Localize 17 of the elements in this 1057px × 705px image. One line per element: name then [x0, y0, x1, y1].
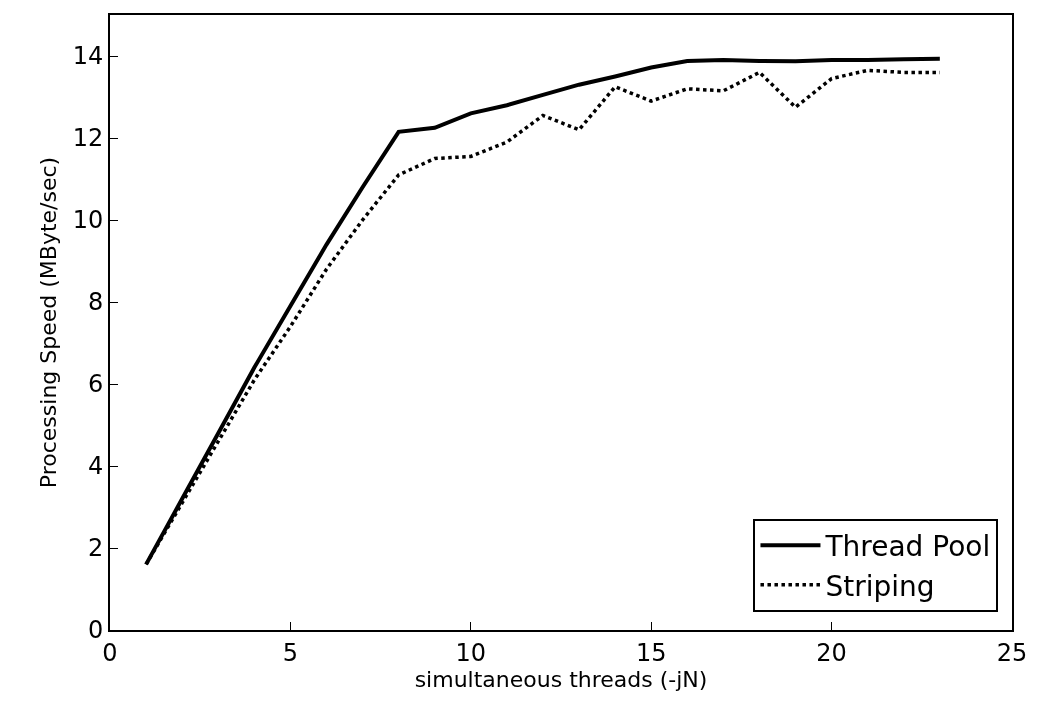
x-tick-label: 10: [455, 638, 487, 667]
y-tick-label: 8: [87, 288, 104, 317]
y-tick-label: 4: [87, 452, 104, 481]
y-tick-label: 6: [87, 370, 104, 399]
x-tick-label: 15: [635, 638, 667, 667]
x-tick-label: 20: [816, 638, 847, 667]
x-axis-title: simultaneous threads (-jN): [414, 666, 708, 692]
y-tick-label: 2: [87, 534, 104, 563]
y-tick-label: 10: [72, 206, 104, 235]
legend-label: Thread Pool: [824, 530, 991, 564]
legend-label: Striping: [825, 569, 935, 603]
x-tick-label: 5: [282, 638, 299, 667]
y-tick-label: 12: [72, 124, 104, 153]
y-axis-title: Processing Speed (MByte/sec): [35, 156, 61, 489]
x-tick-label: 25: [996, 638, 1028, 667]
y-tick-label: 0: [87, 616, 104, 645]
y-tick-label: 14: [72, 42, 104, 71]
